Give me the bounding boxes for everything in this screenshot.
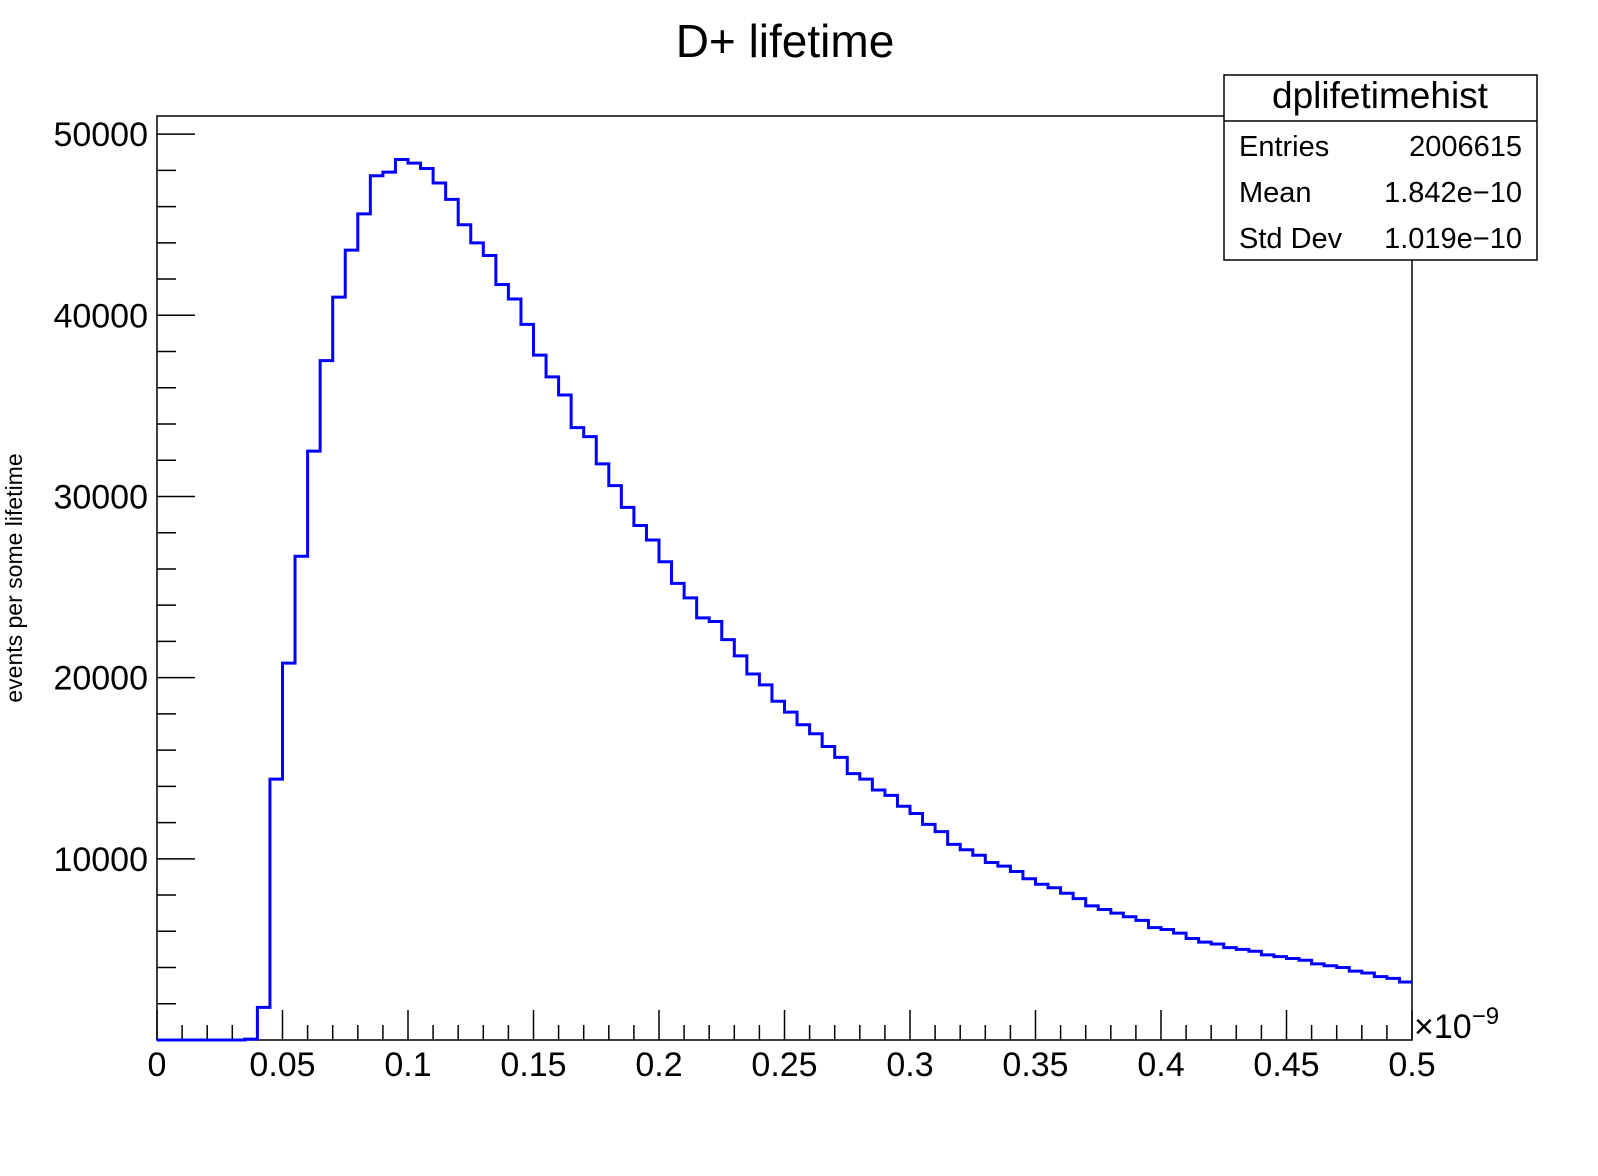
y-tick-label: 50000 [53, 116, 148, 154]
histogram-series-line [157, 157, 1412, 1042]
y-tick-label: 10000 [53, 841, 148, 879]
x-tick-label: 0.15 [500, 1046, 566, 1084]
x-tick-label: 0.25 [751, 1046, 817, 1084]
stats-entries-label: Entries [1239, 131, 1329, 163]
x-tick-label: 0 [148, 1046, 167, 1084]
y-tick-label: 20000 [53, 660, 148, 698]
x-tick-label: 0.2 [635, 1046, 682, 1084]
x-tick-label: 0.05 [249, 1046, 315, 1084]
x-axis-ticks [156, 1010, 1413, 1040]
stats-mean-label: Mean [1239, 177, 1312, 209]
stats-stddev-label: Std Dev [1239, 223, 1343, 255]
stats-entries-value: 2006615 [1409, 131, 1522, 163]
stats-mean-value: 1.842e−10 [1384, 177, 1522, 209]
x-exponent-power: −9 [1472, 1003, 1499, 1030]
stats-stddev-value: 1.019e−10 [1384, 223, 1522, 255]
x-tick-label: 0.45 [1253, 1046, 1319, 1084]
chart-title: D+ lifetime [676, 15, 895, 67]
x-exponent-base: ×10 [1414, 1008, 1472, 1046]
x-tick-label: 0.4 [1137, 1046, 1184, 1084]
x-tick-label: 0.5 [1388, 1046, 1435, 1084]
x-tick-label: 0.35 [1002, 1046, 1068, 1084]
y-tick-label: 40000 [53, 297, 148, 335]
stats-box: dplifetimehist Entries 2006615 Mean 1.84… [1223, 74, 1538, 261]
y-axis-label: events per some lifetime [1, 453, 27, 702]
x-axis-tick-labels: 0 0.05 0.1 0.15 0.2 0.25 0.3 0.35 0.4 0.45 0.5 [148, 1046, 1436, 1084]
x-axis-exponent: ×10−9 [1414, 1003, 1499, 1046]
x-tick-label: 0.3 [886, 1046, 933, 1084]
stats-box-title: dplifetimehist [1272, 75, 1489, 116]
stats-box-frame [1223, 74, 1538, 261]
x-tick-label: 0.1 [384, 1046, 431, 1084]
y-axis-tick-labels: 10000 20000 30000 40000 50000 [53, 116, 148, 879]
y-tick-label: 30000 [53, 478, 148, 516]
